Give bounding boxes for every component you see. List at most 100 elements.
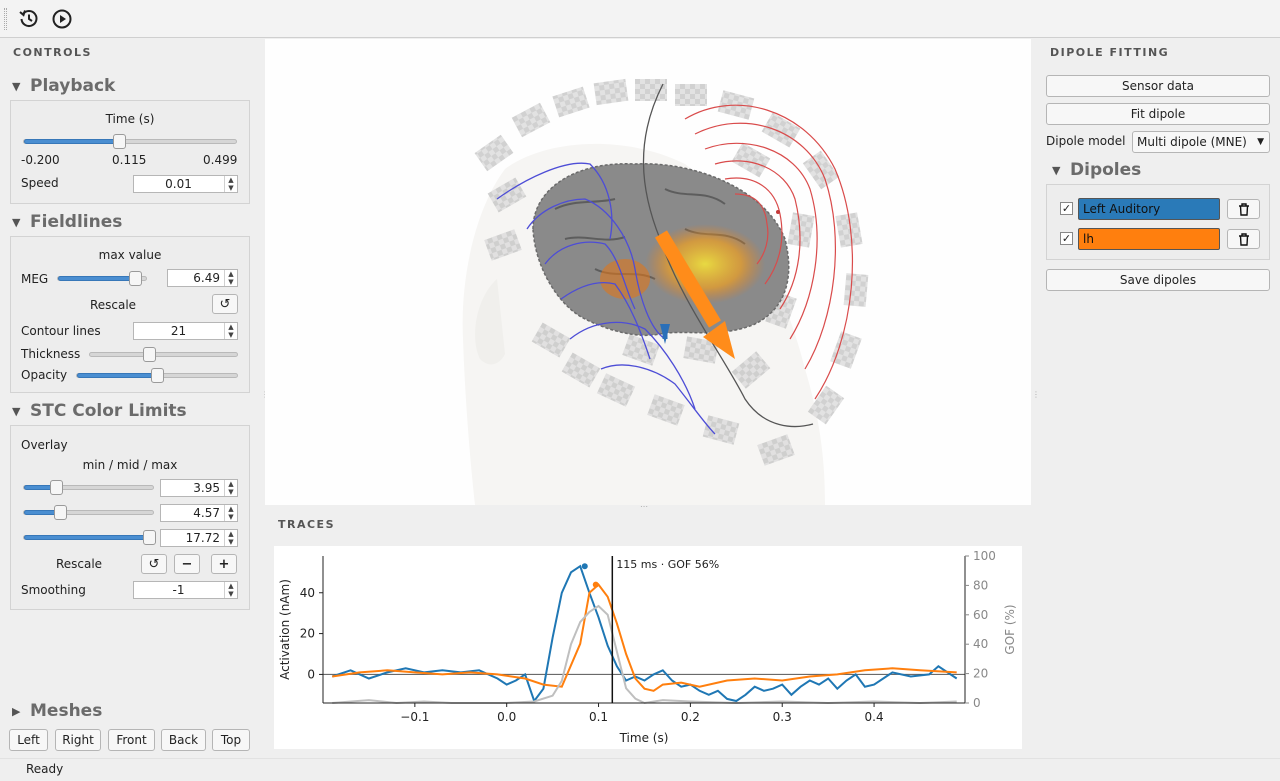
view-back-button[interactable]: Back — [161, 729, 206, 751]
slider-fill — [58, 276, 135, 281]
playback-group: Time (s) -0.200 0.115 0.499 Speed 0.01 ▲… — [10, 100, 250, 204]
meg-spinbox[interactable]: 6.49 ▲ ▼ — [167, 269, 238, 287]
traces-plot[interactable]: 115 ms · GOF 56% −0.1 0.0 0.1 0.2 0.3 0.4 0 20 40… — [274, 546, 1022, 749]
slider-handle[interactable] — [128, 271, 142, 286]
slider-handle[interactable] — [54, 505, 68, 520]
stc-min-value: 3.95 — [193, 481, 220, 495]
x-tick-label: 0.0 — [497, 710, 516, 724]
stc-mid-value: 4.57 — [193, 506, 220, 520]
dipole-1-delete-button[interactable] — [1227, 199, 1260, 219]
x-tick-label: 0.4 — [865, 710, 884, 724]
slider-fill — [24, 535, 150, 540]
y2-tick-label: 100 — [973, 549, 996, 563]
spin-arrows-icon[interactable]: ▲ ▼ — [224, 480, 237, 496]
dipole-2-checkbox[interactable]: ✓ — [1060, 232, 1073, 245]
peak-marker-1 — [581, 563, 588, 570]
stc-mid-spinbox[interactable]: 4.57 ▲ ▼ — [160, 504, 238, 522]
max-value-label: max value — [98, 248, 162, 262]
field-zero-line — [642, 83, 814, 428]
stc-max-spinbox[interactable]: 17.72 ▲ ▼ — [160, 529, 238, 547]
view-right-button[interactable]: Right — [55, 729, 101, 751]
view-top-button[interactable]: Top — [212, 729, 250, 751]
series-line-2 — [332, 583, 957, 692]
meshes-header[interactable]: ▶ Meshes — [12, 701, 102, 721]
trash-icon — [1238, 202, 1249, 216]
spin-arrows-icon[interactable]: ▲ ▼ — [224, 582, 237, 598]
speed-value: 0.01 — [165, 177, 192, 191]
spin-arrows-icon[interactable]: ▲ ▼ — [224, 323, 237, 339]
fieldlines-rescale-button[interactable]: ↺ — [212, 294, 238, 314]
slider-handle[interactable] — [113, 134, 127, 149]
traces-chart: 115 ms · GOF 56% −0.1 0.0 0.1 0.2 0.3 0.4 0 20 40… — [278, 549, 1017, 745]
dipole-1-name[interactable]: Left Auditory — [1078, 198, 1220, 220]
meg-slider[interactable] — [57, 271, 147, 286]
speed-label: Speed — [21, 176, 59, 190]
refresh-icon: ↺ — [148, 556, 160, 572]
stc-mid-slider[interactable] — [23, 505, 154, 520]
view-left-button[interactable]: Left — [9, 729, 48, 751]
save-dipoles-button[interactable]: Save dipoles — [1046, 269, 1270, 291]
slider-handle[interactable] — [50, 480, 64, 495]
dipoles-group: ✓ Left Auditory ✓ lh — [1046, 184, 1270, 260]
fieldlines-header[interactable]: ▼ Fieldlines — [12, 212, 122, 232]
slider-handle[interactable] — [143, 530, 157, 545]
opacity-slider[interactable] — [76, 368, 238, 383]
meshes-title: Meshes — [30, 701, 103, 721]
overlay-label: Overlay — [21, 438, 68, 452]
stc-decrease-button[interactable]: − — [174, 554, 200, 574]
stc-max-value: 17.72 — [185, 531, 220, 545]
stc-header[interactable]: ▼ STC Color Limits — [12, 401, 187, 421]
sensor-helmet — [474, 78, 869, 466]
fieldlines-rescale-label: Rescale — [89, 298, 137, 312]
minus-icon: − — [181, 556, 193, 572]
stc-max-slider[interactable] — [23, 530, 157, 545]
playback-title: Playback — [30, 76, 116, 96]
stc-min-spinbox[interactable]: 3.95 ▲ ▼ — [160, 479, 238, 497]
dipole-panel: DIPOLE FITTING Sensor data Fit dipole Di… — [1036, 39, 1280, 781]
collapse-triangle-icon: ▼ — [12, 79, 21, 93]
smoothing-spinbox[interactable]: -1 ▲ ▼ — [133, 581, 238, 599]
y-axis-label: Activation (nAm) — [278, 579, 292, 680]
fit-dipole-button[interactable]: Fit dipole — [1046, 103, 1270, 125]
play-icon[interactable] — [50, 7, 74, 31]
3d-view[interactable] — [265, 39, 1031, 505]
dipole-arrow-lh — [654, 230, 735, 359]
dipole-1-checkbox[interactable]: ✓ — [1060, 202, 1073, 215]
time-max-label: 0.499 — [203, 153, 238, 167]
right-splitter-handle[interactable]: ⋮ — [1032, 390, 1040, 399]
stc-group: Overlay min / mid / max 3.95 ▲ ▼ 4.57 ▲ ▼ … — [10, 425, 250, 610]
slider-handle[interactable] — [142, 347, 156, 362]
sensor-data-button[interactable]: Sensor data — [1046, 75, 1270, 97]
x-tick-label: 0.3 — [773, 710, 792, 724]
dipole-2-delete-button[interactable] — [1227, 229, 1260, 249]
x-tick-label: 0.2 — [681, 710, 700, 724]
stc-rescale-button[interactable]: ↺ — [141, 554, 167, 574]
contour-lines-spinbox[interactable]: 21 ▲ ▼ — [133, 322, 238, 340]
y-tick-label: 40 — [300, 586, 315, 600]
contour-lines-label: Contour lines — [21, 324, 101, 338]
smoothing-value: -1 — [172, 583, 185, 597]
stc-min-slider[interactable] — [23, 480, 154, 495]
dipoles-header[interactable]: ▼ Dipoles — [1052, 160, 1141, 180]
speed-spinbox[interactable]: 0.01 ▲ ▼ — [133, 175, 238, 193]
dipole-2-name[interactable]: lh — [1078, 228, 1220, 250]
time-slider[interactable] — [23, 134, 237, 149]
bottom-splitter-handle[interactable]: ⋯ — [640, 502, 648, 511]
refresh-icon: ↺ — [219, 296, 231, 312]
meg-value: 6.49 — [193, 271, 220, 285]
spin-arrows-icon[interactable]: ▲ ▼ — [224, 530, 237, 546]
toolbar-grip[interactable] — [4, 8, 7, 30]
y-tick-label: 20 — [300, 627, 315, 641]
spin-arrows-icon[interactable]: ▲ ▼ — [224, 176, 237, 192]
spin-arrows-icon[interactable]: ▲ ▼ — [224, 505, 237, 521]
dipole-model-select[interactable]: Multi dipole (MNE) ▼ — [1132, 131, 1270, 153]
stc-increase-button[interactable]: + — [211, 554, 237, 574]
x-tick-label: −0.1 — [400, 710, 429, 724]
spin-arrows-icon[interactable]: ▲ ▼ — [224, 270, 237, 286]
time-label: Time (s) — [105, 112, 155, 126]
thickness-slider[interactable] — [89, 347, 238, 362]
slider-handle[interactable] — [151, 368, 164, 383]
playback-header[interactable]: ▼ Playback — [12, 76, 115, 96]
view-front-button[interactable]: Front — [108, 729, 155, 751]
history-icon[interactable] — [17, 7, 41, 31]
